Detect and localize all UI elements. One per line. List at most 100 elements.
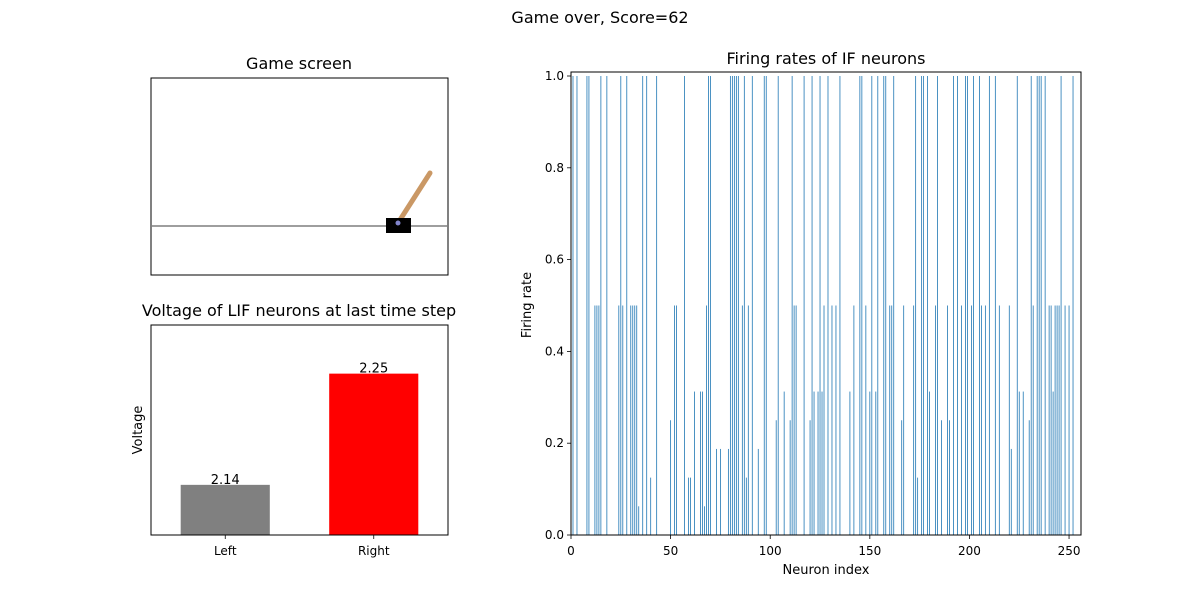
firing-bar: [622, 305, 624, 535]
firing-bar: [1048, 305, 1050, 535]
voltage-axes-frame: [150, 324, 449, 536]
firing-xtick-label: 0: [567, 544, 575, 558]
firing-bar: [817, 391, 819, 535]
firing-bar: [809, 420, 811, 535]
firing-bar: [646, 76, 648, 535]
firing-bar: [600, 76, 602, 535]
firing-xlabel: Neuron index: [783, 563, 870, 578]
pole: [395, 170, 433, 226]
firing-bar: [885, 76, 887, 535]
firing-bar: [875, 391, 877, 535]
firing-bar: [638, 506, 640, 535]
firing-bar: [915, 76, 917, 535]
firing-bar: [891, 305, 893, 535]
voltage-chart-title: Voltage of LIF neurons at last time step: [142, 301, 456, 320]
firing-bar: [937, 76, 938, 535]
firing-bar: [700, 391, 701, 535]
firing-bar: [676, 305, 677, 535]
firing-bar: [980, 305, 982, 535]
firing-ylabel: Firing rate: [520, 272, 535, 338]
firing-bar: [720, 448, 721, 535]
firing-bar: [994, 76, 996, 535]
firing-bar: [634, 305, 636, 535]
firing-xtick-label: 200: [958, 544, 981, 558]
firing-bar: [618, 305, 620, 535]
firing-bar: [606, 76, 608, 535]
firing-bar: [1064, 305, 1066, 535]
firing-ytick-label: 0.2: [545, 436, 564, 450]
firing-bar: [1058, 305, 1060, 535]
firing-bar: [656, 76, 658, 535]
firing-bar: [684, 76, 685, 535]
firing-bar: [708, 76, 709, 535]
firing-bar: [811, 76, 813, 535]
firing-bar: [917, 477, 919, 535]
firing-bar: [729, 76, 731, 535]
firing-bar: [765, 76, 767, 535]
firing-bar: [650, 477, 652, 535]
firing-bar: [1038, 76, 1040, 535]
firing-bar: [727, 448, 729, 535]
firing-bar: [737, 76, 739, 535]
voltage-xtick-label: Right: [358, 544, 390, 558]
game-screen-frame: [150, 77, 449, 276]
firing-bar: [1028, 420, 1030, 535]
firing-bar: [953, 76, 954, 535]
firing-bar: [827, 76, 829, 535]
firing-bar: [694, 391, 695, 535]
firing-bar: [731, 76, 733, 535]
firing-bar: [1022, 391, 1024, 535]
firing-bar: [642, 76, 644, 535]
firing-ytick-label: 0.4: [545, 344, 564, 358]
firing-bar: [588, 76, 590, 535]
firing-bar: [670, 420, 672, 535]
firing-bar: [849, 391, 851, 535]
firing-xtick-label: 50: [663, 544, 678, 558]
firing-bar: [865, 305, 867, 535]
firing-bar: [1030, 76, 1032, 535]
firing-bar: [1050, 305, 1052, 535]
firing-bar: [813, 391, 815, 535]
cart-axle: [395, 220, 401, 226]
firing-xtick-label: 150: [858, 544, 881, 558]
firing-bar: [743, 76, 745, 535]
firing-bar: [927, 76, 928, 535]
firing-ytick-label: 0.8: [545, 161, 564, 175]
firing-bar: [674, 305, 675, 535]
firing-bar: [757, 448, 759, 535]
firing-ytick-label: 1.0: [545, 69, 564, 83]
firing-bar: [877, 76, 879, 535]
firing-bar: [973, 76, 974, 535]
firing-bar: [710, 76, 711, 535]
firing-bar: [632, 305, 634, 535]
firing-ytick-label: 0.6: [545, 253, 564, 267]
firing-bar: [716, 448, 717, 535]
firing-bar: [594, 305, 596, 535]
firing-bar: [988, 76, 990, 535]
firing-bar: [913, 305, 915, 535]
firing-bar: [1068, 305, 1070, 535]
firing-bar: [1054, 305, 1056, 535]
firing-bar: [1036, 76, 1038, 535]
firing-bar: [791, 76, 793, 535]
firing-bar: [859, 76, 861, 535]
firing-bar: [572, 76, 574, 535]
firing-bar: [947, 305, 948, 535]
firing-bar: [971, 305, 972, 535]
firing-chart-title: Firing rates of IF neurons: [727, 49, 926, 68]
firing-bar: [702, 391, 703, 535]
firing-bar: [901, 420, 903, 535]
firing-bar: [929, 391, 930, 535]
voltage-chart: Voltage of LIF neurons at last time step…: [131, 301, 456, 558]
firing-bar: [630, 305, 632, 535]
firing-bar: [957, 76, 958, 535]
firing-bar: [889, 305, 891, 535]
firing-bar: [893, 76, 895, 535]
firing-bar: [903, 305, 905, 535]
firing-bar: [835, 305, 837, 535]
firing-bar: [636, 305, 638, 535]
firing-xtick-label: 100: [759, 544, 782, 558]
firing-bar: [961, 305, 962, 535]
firing-bar: [1072, 76, 1074, 535]
firing-bar: [586, 76, 588, 535]
